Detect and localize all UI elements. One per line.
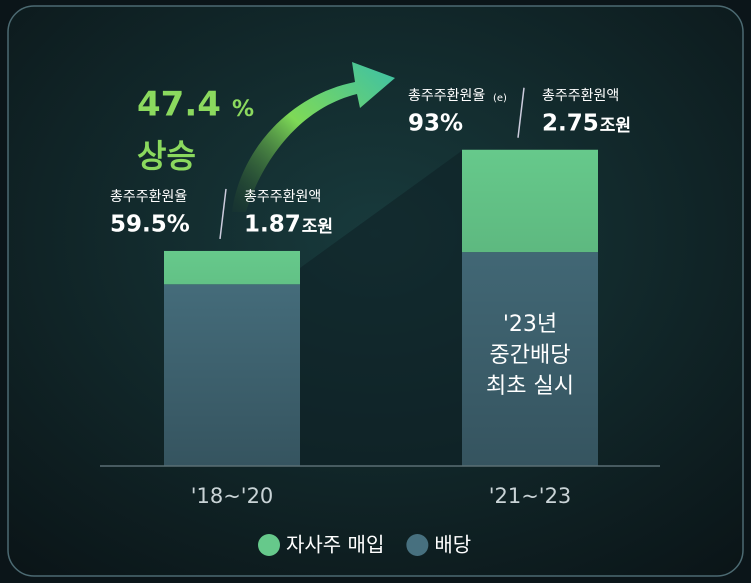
bar-note: '23년: [503, 312, 557, 337]
chart: '18~'20총주주환원율59.5%총주주환원액1.87조원'21~'23총주주…: [0, 0, 751, 583]
amount-value: 1.87: [244, 211, 301, 237]
growth-unit: %: [232, 97, 254, 122]
amount-value: 2.75: [542, 110, 599, 136]
amount-label: 총주주환원액: [244, 189, 321, 205]
rate-value: 93%: [408, 110, 463, 136]
growth-text: 상승: [137, 137, 196, 175]
legend-swatch: [406, 534, 428, 556]
amount-label: 총주주환원액: [542, 88, 619, 104]
rate-value: 59.5%: [110, 211, 190, 237]
rate-label: 총주주환원율: [408, 88, 485, 104]
x-tick-label: '18~'20: [191, 484, 274, 508]
bar-note: 중간배당: [490, 343, 571, 368]
bar-note: 최초 실시: [486, 374, 574, 399]
amount-unit: 조원: [302, 217, 333, 237]
rate-label: 총주주환원율: [110, 189, 187, 205]
amount-unit: 조원: [600, 116, 631, 136]
growth-value: 47.4: [137, 85, 221, 125]
rate-suffix: (e): [493, 93, 507, 104]
x-tick-label: '21~'23: [489, 484, 572, 508]
bar-shade: [462, 150, 598, 466]
legend-swatch: [258, 534, 280, 556]
page: '18~'20총주주환원율59.5%총주주환원액1.87조원'21~'23총주주…: [0, 0, 751, 583]
legend-label: 자사주 매입: [286, 533, 384, 557]
bar-shade: [164, 251, 300, 466]
legend-label: 배당: [434, 533, 471, 557]
